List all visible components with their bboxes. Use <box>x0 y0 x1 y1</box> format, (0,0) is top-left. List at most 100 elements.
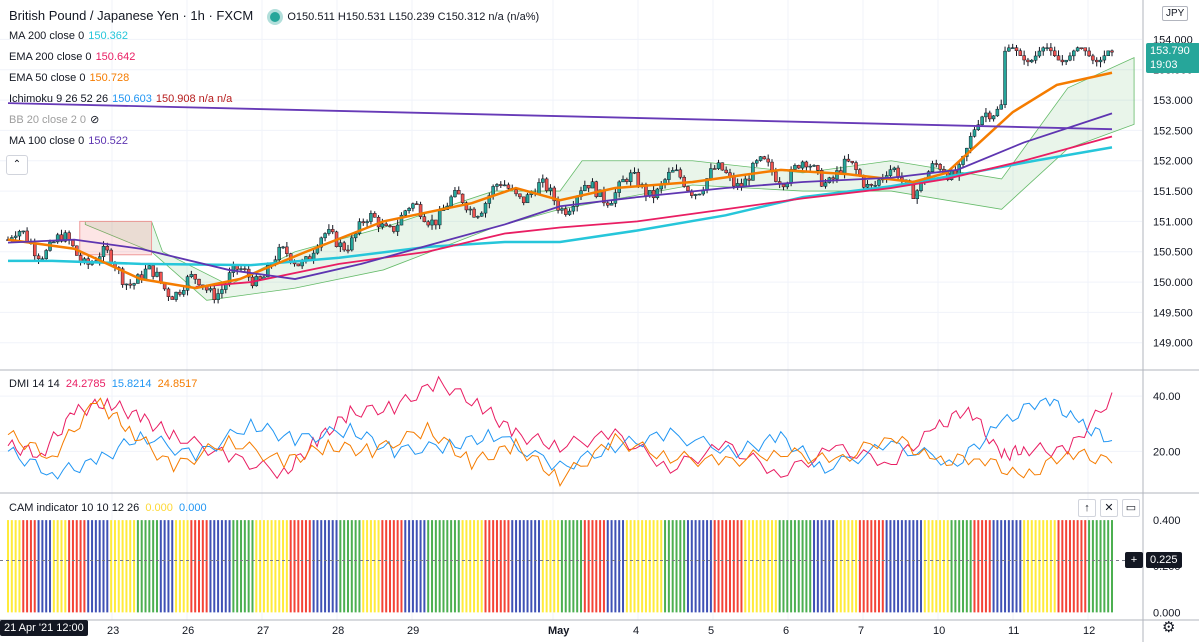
candle-body <box>453 190 457 198</box>
cam-value-2: 0.000 <box>179 502 207 514</box>
candle-body <box>693 194 698 196</box>
collapse-legend-button[interactable]: ⌃ <box>6 155 28 175</box>
candle-body <box>1094 59 1099 63</box>
candle-body <box>479 212 484 217</box>
candle-body <box>877 179 881 186</box>
grid <box>0 0 1142 620</box>
time-tick-label: 29 <box>407 625 419 637</box>
candle-body <box>506 184 511 189</box>
time-tick-label: 26 <box>182 625 194 637</box>
candle-body <box>888 169 893 176</box>
move-pane-up-button[interactable]: ↑ <box>1078 499 1096 517</box>
indicator-value: 150.642 <box>95 51 136 63</box>
dmi-lines <box>7 375 1113 487</box>
candle-body <box>854 162 858 170</box>
candle-body <box>724 169 728 173</box>
candle-body <box>999 104 1003 110</box>
time-tick-label: 28 <box>332 625 344 637</box>
candle-body <box>258 276 262 280</box>
candle-body <box>476 216 480 218</box>
dmi-value-1: 24.2785 <box>65 378 106 390</box>
candle-body <box>583 185 587 191</box>
series-line <box>7 71 1113 290</box>
candle-body <box>816 165 820 171</box>
market-status-icon <box>270 12 281 23</box>
candle-body <box>915 190 919 199</box>
indicator-lines <box>7 71 1113 290</box>
candle-body <box>548 187 553 191</box>
indicator-row[interactable]: EMA 200 close 0 150.642 <box>9 47 543 68</box>
candle-body <box>697 193 702 196</box>
cam-cursor-value: 0.225 <box>1150 554 1178 566</box>
ohlc-values: O150.511 H150.531 L150.239 C150.312 n/a … <box>287 11 540 23</box>
candle-body <box>1030 59 1034 63</box>
candle-body <box>369 213 373 222</box>
candle-body <box>1087 50 1091 57</box>
indicator-value-2: 150.908 n/a n/a <box>155 93 233 105</box>
currency-label[interactable]: JPY <box>1162 6 1189 21</box>
dmi-value-3: 24.8517 <box>157 378 198 390</box>
indicator-row[interactable]: MA 100 close 0 150.522 <box>9 131 543 152</box>
candle-body <box>835 170 839 180</box>
candle-body <box>1068 55 1072 61</box>
candle-body <box>21 230 26 233</box>
indicator-row[interactable]: BB 20 close 2 0 ⊘ <box>9 110 543 131</box>
indicator-label: EMA 50 close 0 <box>9 72 86 84</box>
indicator-row[interactable]: EMA 50 close 0 150.728 <box>9 68 543 89</box>
add-icon[interactable]: + <box>1125 552 1143 568</box>
candle-body <box>193 274 197 280</box>
time-tick-label: 6 <box>783 625 789 637</box>
candle-body <box>124 283 129 286</box>
candle-body <box>239 268 243 270</box>
candle-body <box>938 164 942 170</box>
indicator-value: 150.362 <box>88 30 128 42</box>
symbol-title[interactable]: British Pound / Japanese Yen · 1h · FXCM <box>9 8 254 23</box>
candle-body <box>143 268 148 280</box>
candle-body <box>17 231 22 237</box>
candle-body <box>781 184 786 188</box>
candle-body <box>621 179 625 183</box>
maximize-pane-button[interactable]: ▭ <box>1122 499 1140 517</box>
candle-body <box>873 185 877 187</box>
hidden-eye-icon[interactable]: ⊘ <box>90 114 100 126</box>
candle-body <box>330 229 335 233</box>
candle-body <box>266 264 270 278</box>
cam-label: CAM indicator 10 10 12 26 <box>9 502 140 514</box>
candle-body <box>850 160 854 163</box>
candle-body <box>151 265 155 277</box>
candle-body <box>468 208 472 211</box>
candle-body <box>754 160 759 164</box>
candle-body <box>403 210 408 216</box>
indicator-value: 150.522 <box>88 135 128 147</box>
candle-body <box>71 240 75 247</box>
candle-body <box>277 246 281 261</box>
indicator-value: 150.728 <box>89 72 130 84</box>
indicator-label: MA 100 close 0 <box>9 135 85 147</box>
candle-body <box>1049 47 1053 52</box>
candle-body <box>422 216 427 223</box>
close-pane-button[interactable]: ✕ <box>1100 499 1118 517</box>
indicator-row[interactable]: Ichimoku 9 26 52 26 150.603 150.908 n/a n/… <box>9 89 543 110</box>
indicator-row[interactable]: MA 200 close 0 150.362 <box>9 26 543 47</box>
candle-body <box>52 241 56 244</box>
price-tick-label: 152.500 <box>1153 125 1193 137</box>
candle-body <box>487 195 492 204</box>
candle-body <box>342 242 346 251</box>
candle-body <box>709 168 713 179</box>
candle-body <box>1041 47 1045 52</box>
candle-body <box>1014 47 1019 51</box>
candle-body <box>1052 50 1057 56</box>
time-cursor-value: 21 Apr '21 12:00 <box>4 622 84 634</box>
dmi-label: DMI 14 14 <box>9 378 60 390</box>
settings-gear-icon[interactable]: ⚙ <box>1162 619 1176 636</box>
dmi-legend: DMI 14 14 24.2785 15.8214 24.8517 <box>9 376 197 392</box>
candle-body <box>40 258 45 260</box>
candle-body <box>632 171 637 174</box>
candle-body <box>766 158 770 163</box>
dmi-line <box>7 375 1113 480</box>
candle-body <box>365 221 369 224</box>
candle-body <box>797 165 801 169</box>
time-tick-label: 10 <box>933 625 945 637</box>
